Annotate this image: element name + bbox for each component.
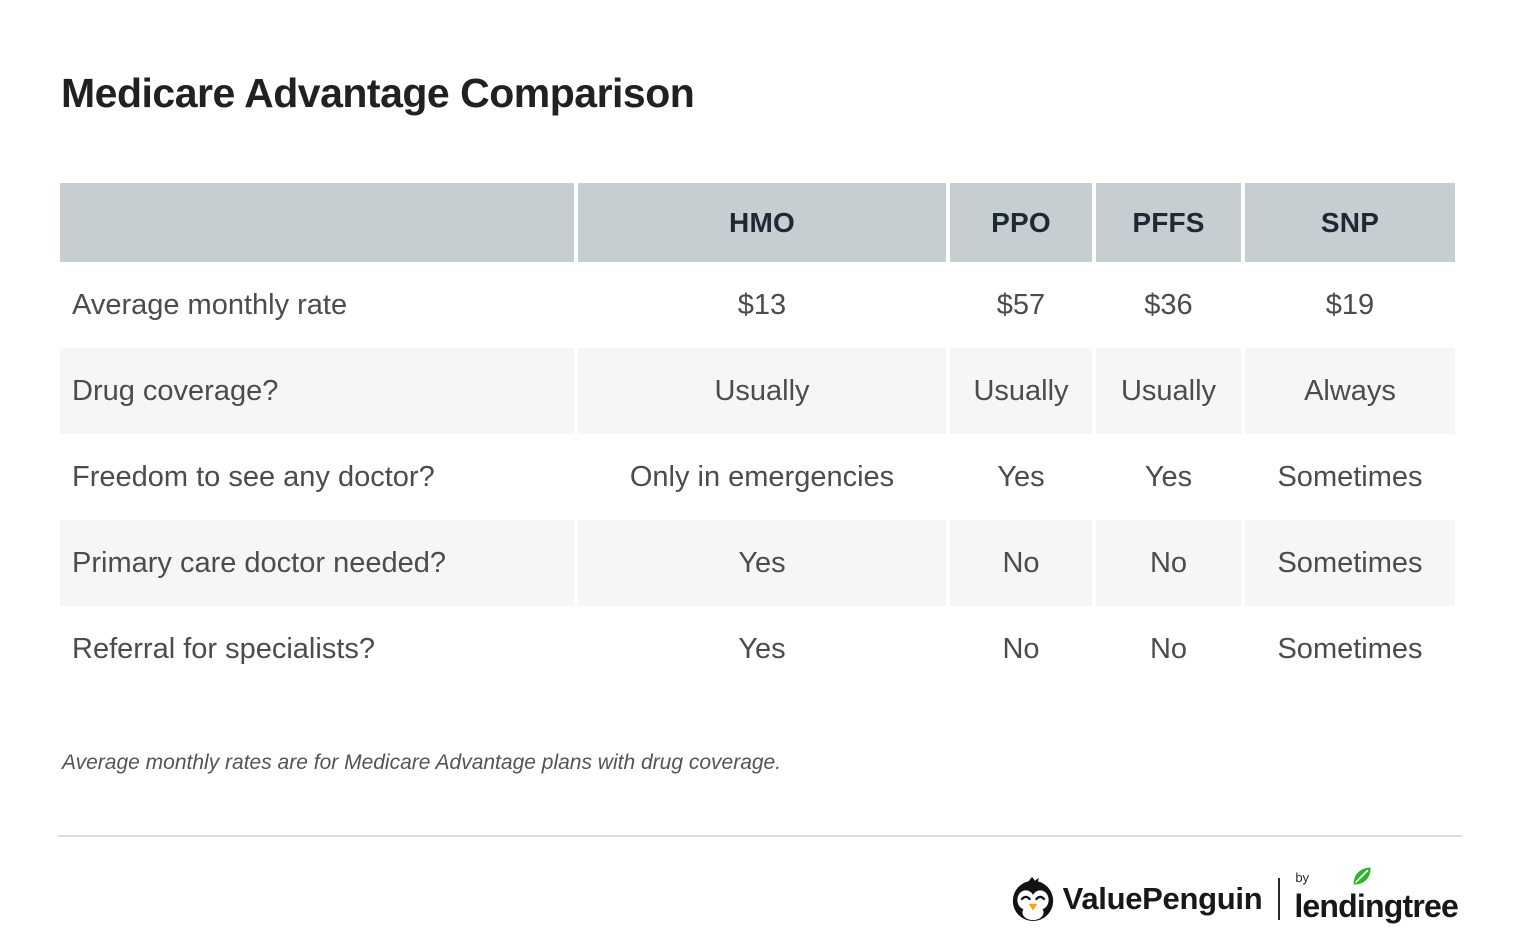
column-header-blank: [60, 183, 574, 262]
row-label: Drug coverage?: [60, 348, 574, 434]
row-label: Freedom to see any doctor?: [72, 460, 435, 493]
cell-hmo: Yes: [578, 520, 946, 606]
cell-pffs: Usually: [1096, 348, 1241, 434]
cell-hmo: $13: [737, 288, 787, 321]
cell-hmo: Yes: [738, 632, 786, 665]
cell-snp: Always: [1245, 348, 1455, 434]
table-row: Drug coverage? Usually Usually Usually A…: [60, 348, 1456, 434]
logo-divider-bar: [1278, 878, 1281, 920]
lendingtree-wordmark: lendingtree: [1294, 887, 1458, 924]
row-label: Average monthly rate: [72, 288, 348, 321]
cell-pffs: No: [1149, 632, 1188, 665]
page-title: Medicare Advantage Comparison: [61, 70, 695, 116]
cell-ppo: Usually: [950, 348, 1092, 434]
brand-logos: ValuePenguin by lendingtree: [1009, 867, 1459, 930]
cell-snp: Sometimes: [1277, 632, 1423, 665]
cell-snp: $19: [1325, 288, 1375, 321]
cell-pffs: No: [1096, 520, 1241, 606]
column-header-ppo: PPO: [950, 183, 1092, 262]
penguin-icon: [1009, 875, 1057, 923]
divider-line: [58, 835, 1462, 837]
footnote: Average monthly rates are for Medicare A…: [62, 751, 782, 774]
cell-ppo: No: [1002, 632, 1040, 665]
cell-ppo: $57: [996, 288, 1046, 321]
lendingtree-logo: by lendingtree: [1294, 867, 1459, 925]
table-row: Average monthly rate $13 $57 $36 $19: [60, 262, 1456, 348]
by-label: by: [1295, 869, 1310, 885]
table-header-row: HMO PPO PFFS SNP: [60, 183, 1456, 262]
valuepenguin-wordmark: ValuePenguin: [1062, 881, 1263, 916]
cell-ppo: Yes: [997, 460, 1045, 493]
cell-snp: Sometimes: [1245, 520, 1455, 606]
column-header-pffs: PFFS: [1096, 183, 1241, 262]
cell-ppo: No: [950, 520, 1092, 606]
cell-pffs: $36: [1144, 288, 1193, 321]
cell-pffs: Yes: [1144, 460, 1193, 493]
leaf-icon: [1350, 864, 1374, 888]
column-header-hmo: HMO: [578, 183, 946, 262]
table-row: Referral for specialists? Yes No No Some…: [60, 606, 1456, 692]
comparison-table: HMO PPO PFFS SNP Average monthly rate $1…: [60, 183, 1456, 692]
row-label: Referral for specialists?: [72, 632, 375, 665]
table-row: Freedom to see any doctor? Only in emerg…: [60, 434, 1456, 520]
cell-hmo: Usually: [578, 348, 946, 434]
table-row: Primary care doctor needed? Yes No No So…: [60, 520, 1456, 606]
cell-snp: Sometimes: [1277, 460, 1423, 493]
column-header-snp: SNP: [1245, 183, 1455, 262]
row-label: Primary care doctor needed?: [60, 520, 574, 606]
cell-hmo: Only in emergencies: [629, 460, 895, 493]
